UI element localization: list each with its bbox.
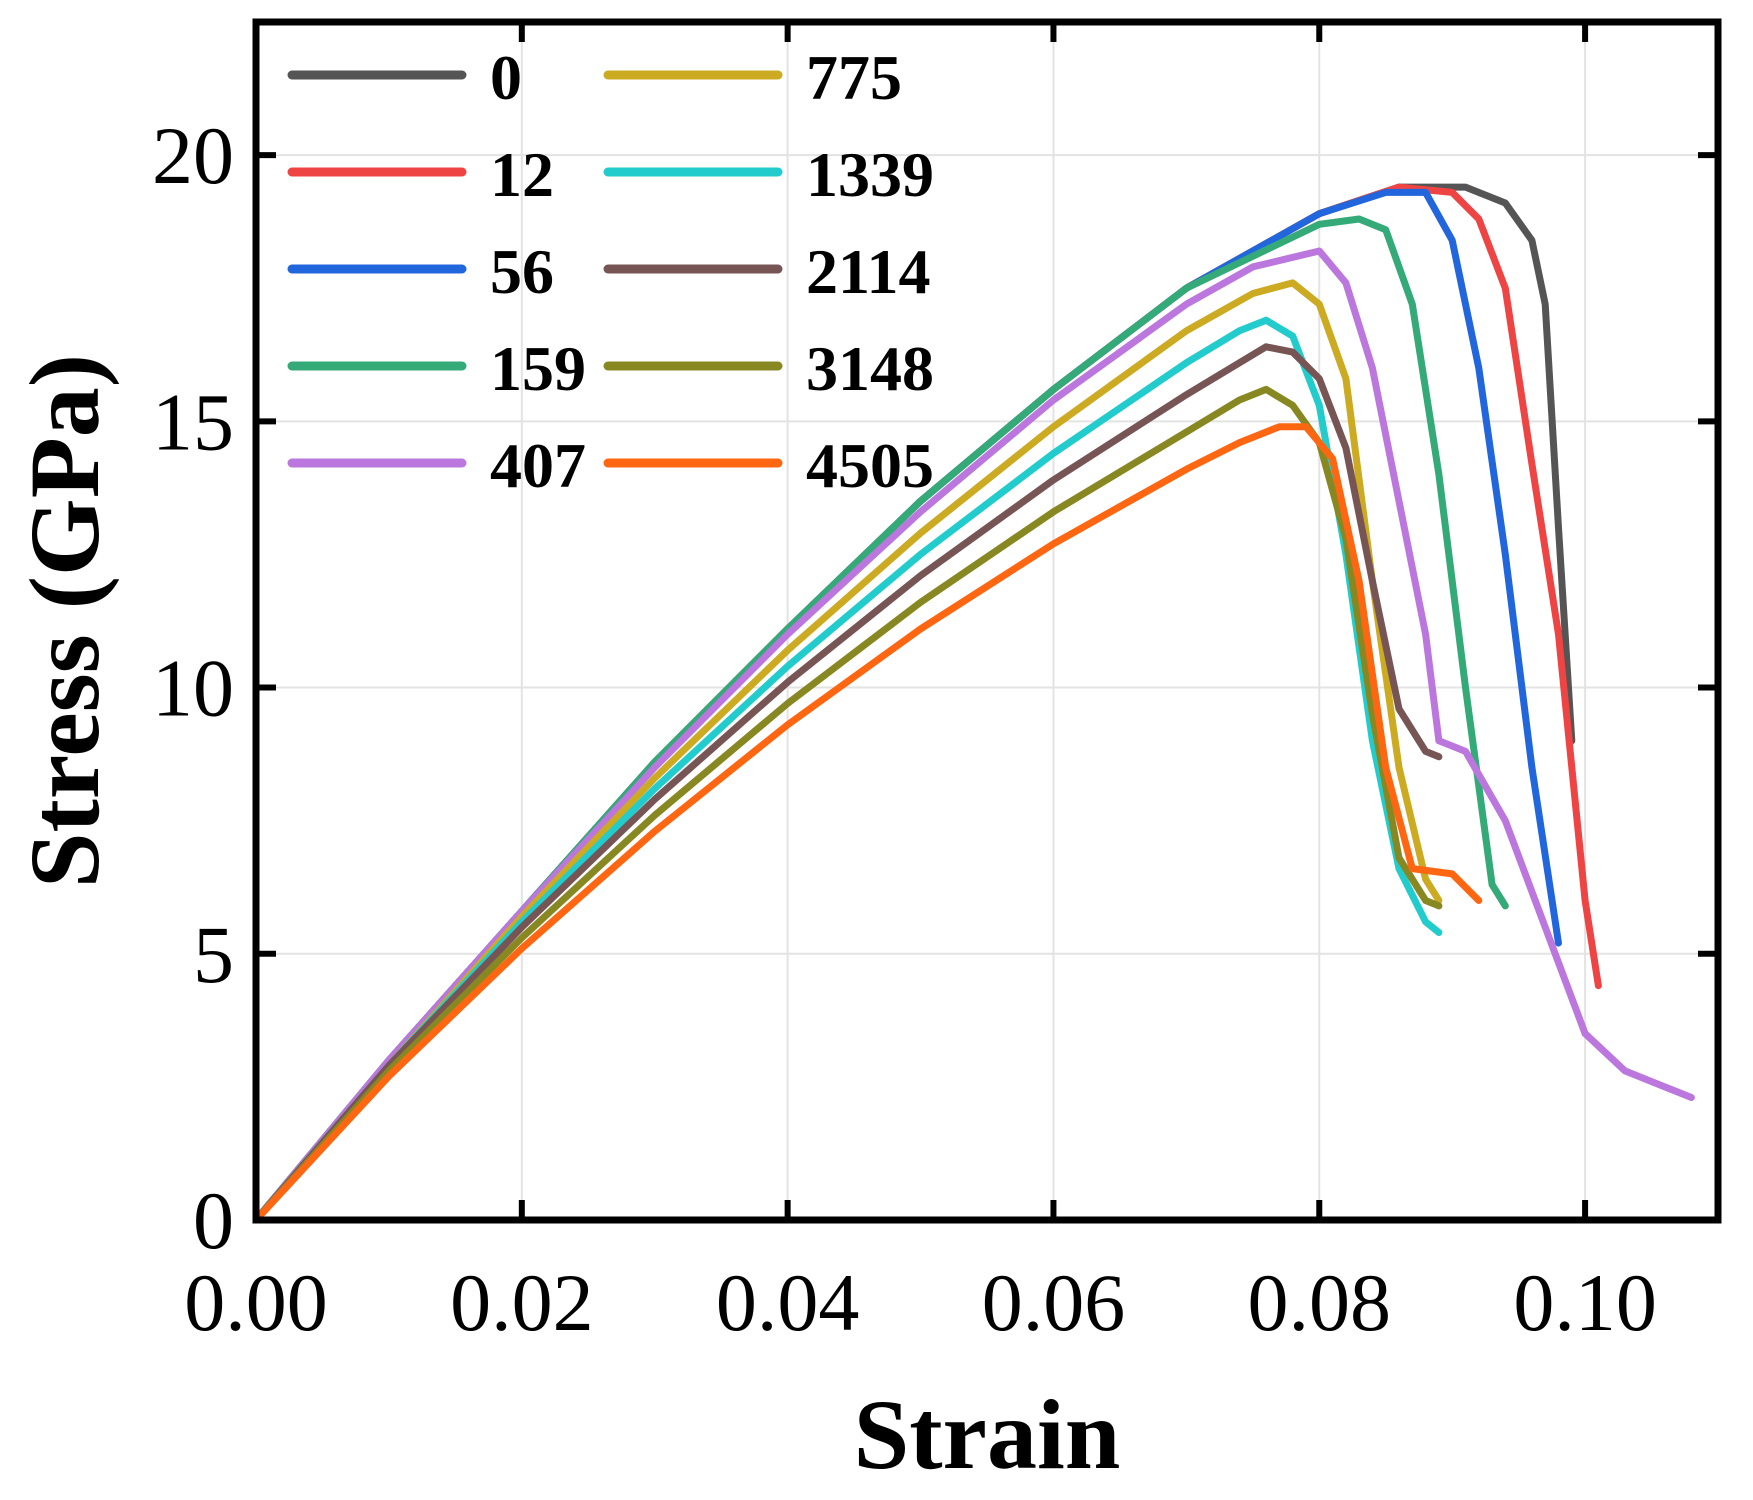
plot-frame	[252, 18, 1722, 1224]
legend: 0 12 56 159 407 775 1339 2114 3148 4505	[287, 42, 934, 501]
legend-label-0: 0	[490, 42, 522, 113]
series-line-2114	[252, 343, 1443, 1224]
x-tick-label: 0.10	[1513, 1257, 1657, 1348]
series-line-4505	[252, 423, 1483, 1224]
legend-label-775: 775	[806, 42, 902, 113]
y-tick-label: 15	[152, 376, 234, 467]
y-tick-label: 20	[152, 110, 234, 201]
series-line-3148	[252, 385, 1443, 1224]
x-axis-title: Strain	[854, 1379, 1121, 1490]
y-tick-label: 0	[193, 1175, 234, 1266]
y-tick-label: 10	[152, 643, 234, 734]
legend-label-1339: 1339	[806, 139, 934, 210]
legend-label-3148: 3148	[806, 333, 934, 404]
x-tick-label: 0.06	[982, 1257, 1126, 1348]
ticks: 0.00 0.02 0.04 0.06 0.08 0.10 0 5 10 15 20	[152, 22, 1718, 1348]
x-tick-label: 0.08	[1248, 1257, 1392, 1348]
legend-label-407: 407	[490, 430, 586, 501]
series-line-407	[252, 247, 1695, 1224]
legend-label-4505: 4505	[806, 430, 934, 501]
x-tick-label: 0.00	[184, 1257, 328, 1348]
legend-label-2114: 2114	[806, 236, 930, 307]
series-lines	[252, 183, 1695, 1224]
x-tick-label: 0.04	[716, 1257, 860, 1348]
y-axis-title: Stress (GPa)	[9, 354, 120, 888]
x-tick-label: 0.02	[450, 1257, 594, 1348]
legend-label-56: 56	[490, 236, 554, 307]
y-tick-label: 5	[193, 909, 234, 1000]
legend-label-12: 12	[490, 139, 554, 210]
legend-label-159: 159	[490, 333, 586, 404]
series-line-775	[252, 279, 1443, 1224]
series-line-1339	[252, 316, 1443, 1224]
